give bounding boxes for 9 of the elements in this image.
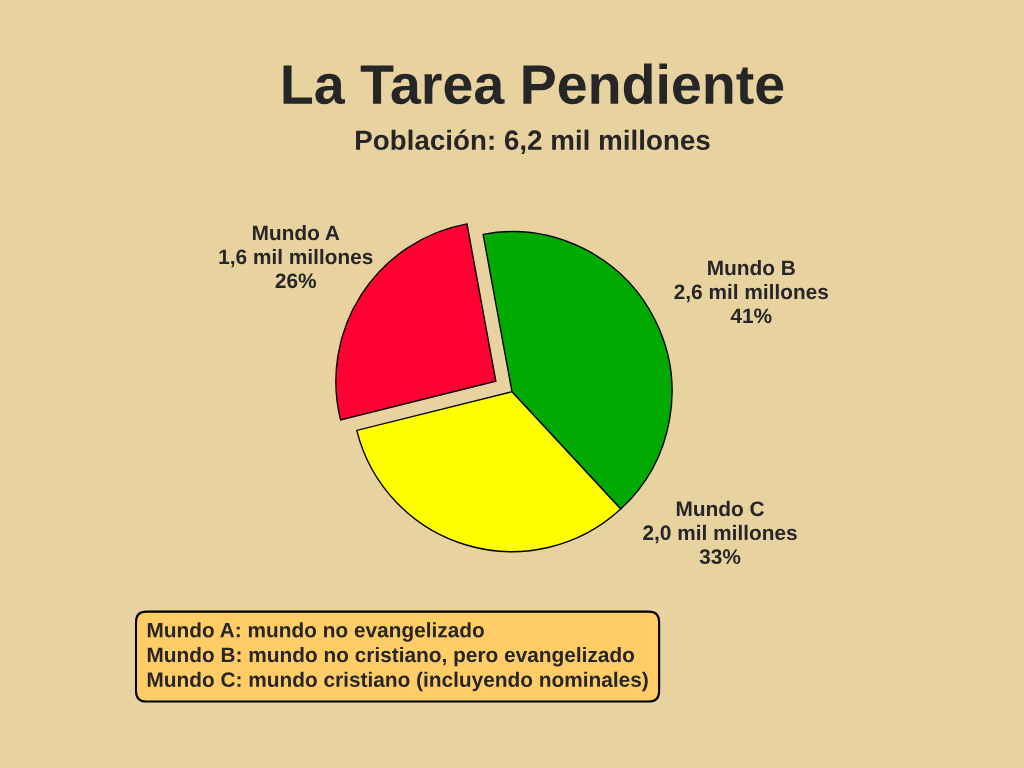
chart-title: La Tarea Pendiente (283, 63, 784, 105)
slice-label: Mundo B (708, 259, 795, 276)
data-label: 2,6 mil millones 41% (674, 283, 828, 324)
data-label: 1,6 mil millones 26% (219, 248, 373, 289)
text: Mundo A: mundo no evangelizado Mundo B: mundo no cristiano, pero evangelizado Mundo C: mundo cristiano (incluyendo nominales) (147, 622, 648, 692)
slice-label: Mundo C (676, 500, 765, 517)
slice-label: Mundo A (252, 224, 340, 241)
chart-subtitle: Población: 6,2 mil millones (356, 129, 710, 155)
data-label: 2,0 mil millones 33% (643, 524, 797, 565)
